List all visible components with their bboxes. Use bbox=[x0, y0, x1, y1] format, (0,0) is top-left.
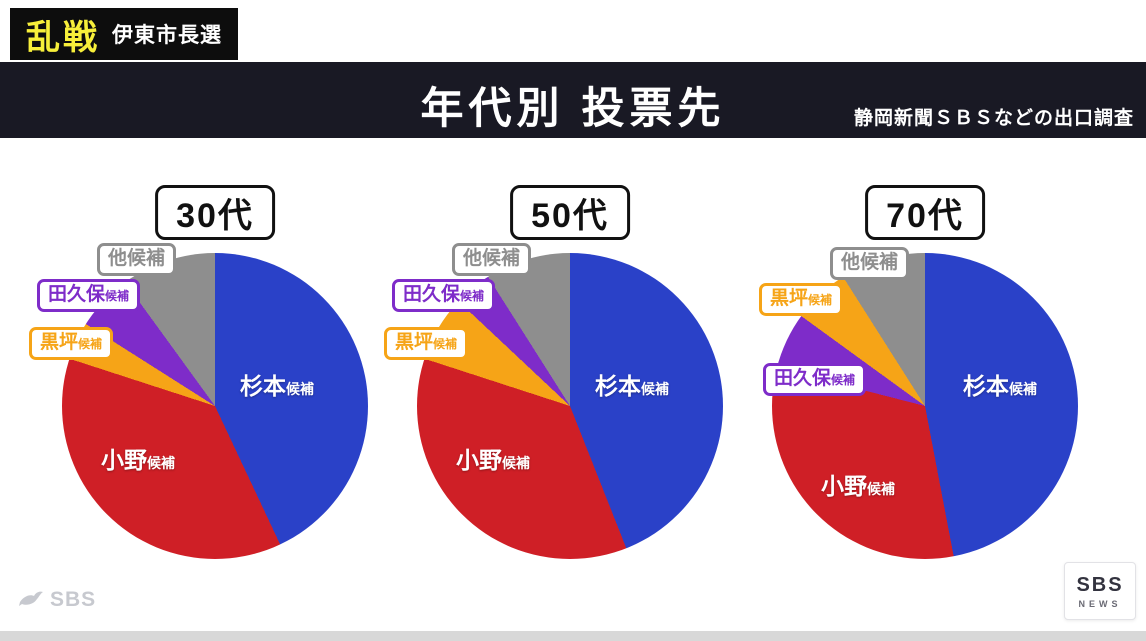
candidate-name: 黒坪 bbox=[770, 288, 809, 309]
candidate-suffix: 候補 bbox=[147, 455, 175, 471]
candidate-name: 小野 bbox=[821, 473, 867, 499]
candidate-suffix: 候補 bbox=[105, 289, 130, 303]
label-other-candidates: 他候補 bbox=[452, 243, 532, 276]
label-kurotsubo: 黒坪候補 bbox=[384, 327, 469, 360]
candidate-name: 黒坪 bbox=[395, 332, 434, 353]
badge-subtitle: 伊東市長選 bbox=[112, 24, 222, 47]
candidate-suffix: 候補 bbox=[641, 381, 669, 397]
pie-chart-70s: 70代 他候補 黒坪候補 田久保候補 杉本候補 小野候補 bbox=[745, 185, 1105, 615]
label-sugimoto: 杉本候補 bbox=[240, 367, 314, 401]
label-takubo: 田久保候補 bbox=[763, 363, 867, 396]
candidate-name: 他候補 bbox=[108, 248, 166, 269]
label-ono: 小野候補 bbox=[456, 441, 530, 475]
candidate-suffix: 候補 bbox=[460, 289, 485, 303]
age-group-badge-50s: 50代 bbox=[510, 185, 630, 240]
candidate-suffix: 候補 bbox=[502, 455, 530, 471]
label-sugimoto: 杉本候補 bbox=[595, 367, 669, 401]
sbs-news-badge: SBS NEWS bbox=[1064, 562, 1136, 620]
label-kurotsubo: 黒坪候補 bbox=[759, 283, 844, 316]
age-group-label: 30代 bbox=[176, 197, 254, 235]
candidate-suffix: 候補 bbox=[78, 337, 103, 351]
sbs-station-logo: SBS bbox=[18, 588, 96, 612]
badge-tag: 乱戦 bbox=[26, 18, 100, 57]
label-other-candidates: 他候補 bbox=[830, 247, 910, 280]
label-sugimoto: 杉本候補 bbox=[963, 367, 1037, 401]
candidate-name: 田久保 bbox=[774, 368, 832, 389]
age-group-badge-70s: 70代 bbox=[865, 185, 985, 240]
pie-chart-30s: 30代 他候補 田久保候補 黒坪候補 杉本候補 小野候補 bbox=[29, 185, 395, 615]
news-badge-top: SBS bbox=[1076, 573, 1124, 596]
candidate-name: 黒坪 bbox=[40, 332, 79, 353]
candidate-name: 杉本 bbox=[240, 373, 286, 399]
candidate-suffix: 候補 bbox=[433, 337, 458, 351]
survey-source: 静岡新聞ＳＢＳなどの出口調査 bbox=[853, 108, 1134, 129]
age-group-label: 50代 bbox=[531, 197, 609, 235]
label-ono: 小野候補 bbox=[821, 467, 895, 501]
candidate-name: 小野 bbox=[456, 447, 502, 473]
age-group-badge-30s: 30代 bbox=[155, 185, 275, 240]
bottom-strip bbox=[0, 631, 1146, 641]
candidate-name: 田久保 bbox=[403, 284, 461, 305]
label-takubo: 田久保候補 bbox=[37, 279, 141, 312]
candidate-name: 他候補 bbox=[841, 252, 899, 273]
candidate-name: 他候補 bbox=[463, 248, 521, 269]
candidate-suffix: 候補 bbox=[808, 293, 833, 307]
candidate-name: 杉本 bbox=[595, 373, 641, 399]
candidate-suffix: 候補 bbox=[286, 381, 314, 397]
label-ono: 小野候補 bbox=[101, 441, 175, 475]
label-takubo: 田久保候補 bbox=[392, 279, 496, 312]
bird-icon bbox=[18, 588, 44, 612]
news-badge-bottom: NEWS bbox=[1078, 598, 1122, 609]
age-group-label: 70代 bbox=[886, 197, 964, 235]
candidate-name: 小野 bbox=[101, 447, 147, 473]
program-badge: 乱戦 伊東市長選 bbox=[10, 8, 238, 60]
sbs-logo-text: SBS bbox=[50, 588, 97, 611]
candidate-name: 田久保 bbox=[48, 284, 106, 305]
candidate-suffix: 候補 bbox=[1009, 381, 1037, 397]
header-bar: 年代別 投票先 静岡新聞ＳＢＳなどの出口調査 bbox=[0, 62, 1146, 138]
label-kurotsubo: 黒坪候補 bbox=[29, 327, 114, 360]
page-title: 年代別 投票先 bbox=[420, 85, 726, 133]
pie-chart-50s: 50代 他候補 田久保候補 黒坪候補 杉本候補 小野候補 bbox=[384, 185, 750, 615]
candidate-suffix: 候補 bbox=[867, 481, 895, 497]
candidate-suffix: 候補 bbox=[831, 373, 856, 387]
candidate-name: 杉本 bbox=[963, 373, 1009, 399]
label-other-candidates: 他候補 bbox=[97, 243, 177, 276]
